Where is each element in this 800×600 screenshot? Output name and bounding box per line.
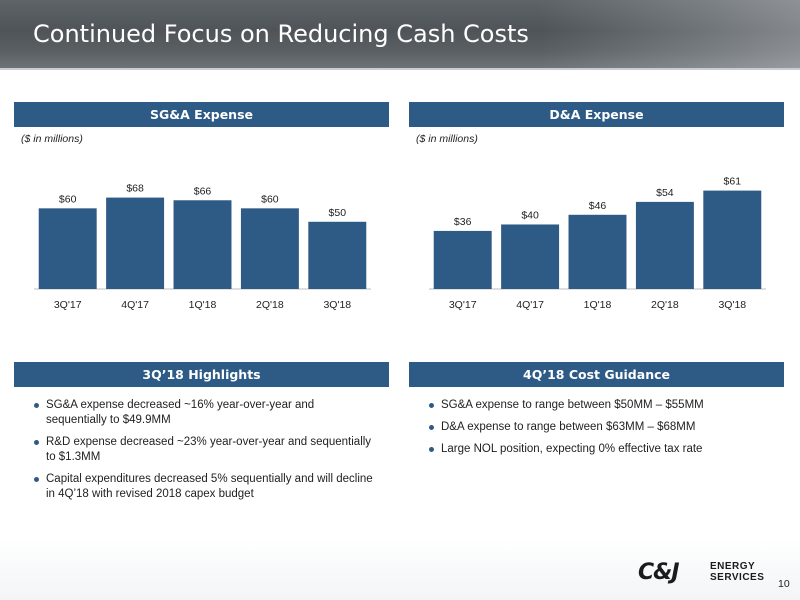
sga-data-label: $60	[261, 193, 279, 205]
highlights-header: 3Q’18 Highlights	[14, 362, 389, 387]
sga-data-label: $66	[194, 185, 212, 197]
da-units-note: ($ in millions)	[416, 133, 478, 145]
sga-bar	[106, 197, 165, 289]
da-tick-label: 3Q'17	[449, 299, 477, 311]
da-expense-header: D&A Expense	[409, 102, 784, 127]
page-number: 10	[778, 578, 790, 590]
sga-data-label: $60	[59, 193, 77, 205]
da-data-label: $46	[589, 200, 607, 212]
sga-bar	[308, 221, 367, 289]
sga-tick-label: 3Q'18	[323, 299, 351, 311]
da-bar	[703, 190, 762, 289]
da-bar	[501, 224, 560, 289]
da-tick-label: 1Q'18	[584, 299, 612, 311]
sga-bar	[173, 200, 232, 289]
sga-data-label: $50	[329, 207, 347, 219]
sga-units-note: ($ in millions)	[21, 133, 83, 145]
da-data-label: $54	[656, 187, 674, 199]
bullet-dot-icon	[429, 403, 434, 408]
slide-title: Continued Focus on Reducing Cash Costs	[33, 20, 529, 48]
da-expense-chart: $36 3Q'17 $40 4Q'17 $46 1Q'18 $54 2Q'18 $61 3Q'18	[409, 150, 784, 330]
sga-tick-label: 2Q'18	[256, 299, 284, 311]
highlight-item: R&D expense decreased ~23% year-over-yea…	[34, 435, 374, 465]
logo-line-services: SERVICES	[710, 572, 765, 583]
title-bar: Continued Focus on Reducing Cash Costs	[0, 0, 800, 68]
sga-tick-label: 3Q'17	[54, 299, 82, 311]
guidance-item: D&A expense to range between $63MM – $68…	[429, 420, 769, 435]
company-logo: C&J ENERGY SERVICES	[638, 560, 772, 586]
highlight-item: SG&A expense decreased ~16% year-over-ye…	[34, 398, 374, 428]
title-divider	[0, 68, 800, 70]
da-data-label: $40	[521, 209, 539, 221]
bullet-dot-icon	[429, 447, 434, 452]
da-data-label: $61	[724, 176, 742, 188]
guidance-item: Large NOL position, expecting 0% effecti…	[429, 442, 769, 457]
sga-data-label: $68	[126, 183, 144, 195]
sga-tick-label: 1Q'18	[189, 299, 217, 311]
guidance-header: 4Q’18 Cost Guidance	[409, 362, 784, 387]
highlights-list: SG&A expense decreased ~16% year-over-ye…	[34, 398, 374, 509]
sga-expense-chart: $60 3Q'17 $68 4Q'17 $66 1Q'18 $60 2Q'18 $50 3Q'18	[14, 150, 389, 330]
guidance-list: SG&A expense to range between $50MM – $5…	[429, 398, 769, 464]
bullet-dot-icon	[34, 440, 39, 445]
da-tick-label: 3Q'18	[718, 299, 746, 311]
bullet-dot-icon	[34, 403, 39, 408]
sga-bar	[240, 208, 299, 289]
logo-line-energy: ENERGY	[710, 561, 756, 572]
da-tick-label: 2Q'18	[651, 299, 679, 311]
da-chart-svg: $36 3Q'17 $40 4Q'17 $46 1Q'18 $54 2Q'18 $61 3Q'18	[429, 176, 766, 311]
footer-band	[0, 540, 800, 600]
sga-chart-svg: $60 3Q'17 $68 4Q'17 $66 1Q'18 $60 2Q'18 $50 3Q'18	[34, 183, 371, 311]
sga-tick-label: 4Q'17	[121, 299, 149, 311]
guidance-item: SG&A expense to range between $50MM – $5…	[429, 398, 769, 413]
da-bar	[568, 214, 627, 289]
highlight-item: Capital expenditures decreased 5% sequen…	[34, 472, 374, 502]
da-data-label: $36	[454, 216, 472, 228]
da-bar	[635, 201, 694, 289]
da-bar	[433, 230, 492, 289]
bullet-dot-icon	[34, 477, 39, 482]
sga-expense-header: SG&A Expense	[14, 102, 389, 127]
logo-wordmark: C&J	[638, 560, 680, 585]
da-tick-label: 4Q'17	[516, 299, 544, 311]
bullet-dot-icon	[429, 425, 434, 430]
sga-bar	[38, 208, 97, 289]
